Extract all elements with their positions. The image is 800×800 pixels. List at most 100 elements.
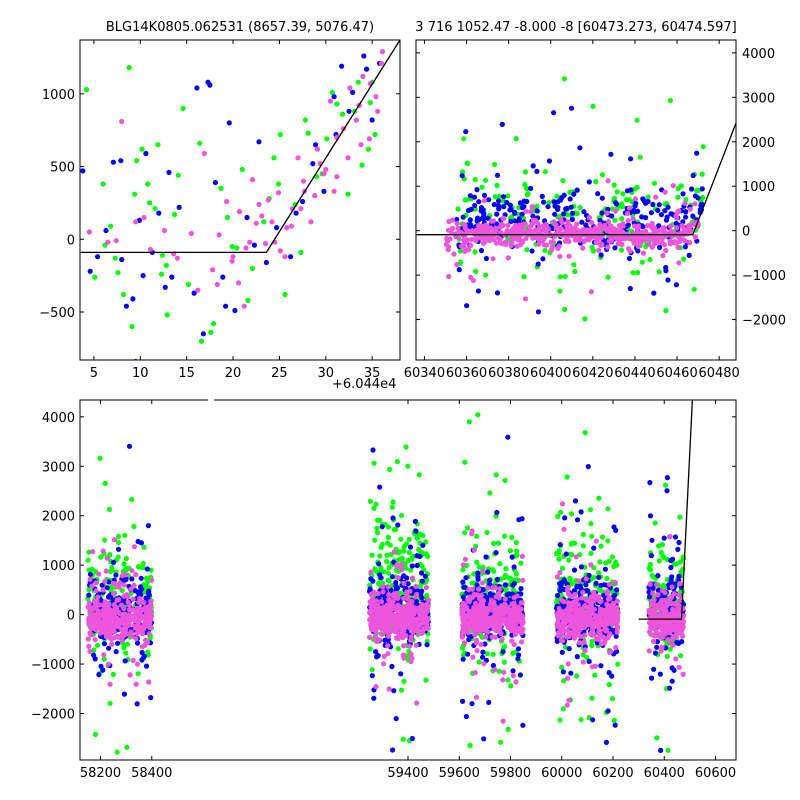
data-point-pink [567,223,573,229]
data-point-green [462,530,468,536]
data-point-green [460,567,466,573]
data-point-pink [589,664,595,670]
data-point-green [656,543,662,549]
data-point-pink [541,233,547,239]
data-point-blue [207,82,213,88]
data-point-pink [604,588,610,594]
data-point-green [462,197,468,203]
data-point-blue [568,105,575,111]
data-point-green [135,671,141,677]
data-point-pink [500,718,506,724]
data-point-pink [485,585,491,591]
data-point-blue [555,199,561,205]
data-point-pink [376,625,382,631]
data-point-green [479,184,485,190]
data-point-pink [675,601,681,608]
data-point-blue [369,117,375,123]
data-point-pink [567,629,573,635]
data-point-green [560,706,567,712]
data-point-pink [599,241,605,248]
data-point-green [578,717,584,723]
data-point-green [542,169,549,175]
data-point-pink [523,235,529,241]
data-point-green [589,244,595,250]
data-point-pink [480,568,486,574]
y-tick-label: 2000 [42,510,75,525]
data-point-pink [87,576,93,583]
data-point-pink [667,241,673,247]
data-point-pink [86,600,92,606]
data-point-blue [664,475,671,481]
data-point-green [164,312,170,318]
data-point-green [577,204,583,211]
data-point-green [502,477,508,483]
data-point-pink [416,621,422,627]
data-point-green [172,211,178,218]
data-point-blue [529,248,535,254]
data-point-green [391,527,397,533]
data-point-pink [127,618,133,624]
data-point-pink [241,303,247,309]
data-point-green [611,195,618,201]
data-point-pink [465,229,471,235]
data-point-green [400,736,406,742]
data-point-pink [380,589,386,595]
data-point-pink [485,629,491,635]
data-point-blue [424,642,430,648]
data-point-pink [576,578,582,584]
data-point-pink [401,580,407,586]
data-point-blue [493,550,499,556]
data-point-green [502,587,508,593]
data-point-green [491,540,497,547]
data-point-pink [614,611,620,617]
data-point-green [461,136,467,142]
data-point-pink [379,607,385,613]
y-tick-label: 0 [67,609,75,624]
data-point-pink [133,572,139,578]
data-point-blue [486,699,492,706]
data-point-blue [126,443,133,449]
data-point-pink [614,629,620,635]
data-point-pink [518,626,524,632]
data-point-pink [607,603,613,610]
data-point-green [475,412,481,418]
y-tick-label: 0 [67,233,75,248]
data-point-pink [284,225,290,231]
data-point-pink [129,633,135,639]
data-point-pink [613,645,619,651]
data-point-blue [200,331,206,337]
data-point-green [466,419,472,425]
data-point-green [658,549,664,556]
data-point-green [569,540,575,547]
data-point-pink [93,626,99,633]
data-point-green [589,695,595,701]
data-point-blue [674,639,680,646]
data-point-green [557,274,563,280]
data-point-green [355,79,361,85]
data-point-green [605,538,611,544]
data-point-pink [476,586,482,592]
data-point-green [556,556,562,562]
data-point-pink [582,624,588,630]
data-point-green [122,532,128,539]
data-point-pink [308,219,314,225]
data-point-pink [651,632,658,639]
data-point-green [559,664,565,671]
data-point-pink [519,553,526,560]
data-point-pink [497,586,503,592]
data-point-green [91,647,97,653]
data-point-blue [571,588,578,594]
data-point-blue [346,108,352,114]
data-point-blue [110,159,116,165]
data-point-pink [565,219,571,225]
data-point-blue [608,151,614,157]
data-point-pink [479,228,485,234]
data-point-blue [176,204,182,210]
data-point-blue [389,574,395,580]
data-point-pink [102,626,108,633]
data-point-pink [572,591,578,598]
data-point-green [329,89,335,95]
data-point-pink [605,178,611,184]
data-point-green [390,499,396,505]
data-point-green [425,553,431,560]
